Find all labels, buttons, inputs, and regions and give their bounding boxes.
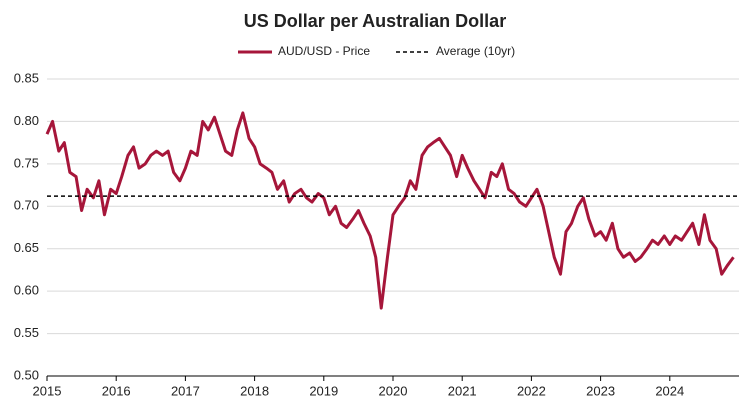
y-tick-label: 0.85 xyxy=(14,70,39,85)
y-tick-label: 0.70 xyxy=(14,198,39,213)
y-tick-label: 0.50 xyxy=(14,367,39,382)
legend-label: AUD/USD - Price xyxy=(278,44,370,58)
x-tick-label: 2023 xyxy=(586,383,615,398)
x-tick-label: 2017 xyxy=(171,383,200,398)
y-tick-label: 0.80 xyxy=(14,113,39,128)
y-tick-label: 0.75 xyxy=(14,155,39,170)
y-tick-label: 0.65 xyxy=(14,240,39,255)
legend-label: Average (10yr) xyxy=(436,44,515,58)
x-tick-label: 2022 xyxy=(517,383,546,398)
x-tick-label: 2016 xyxy=(102,383,131,398)
price-line xyxy=(45,111,735,310)
x-tick-label: 2024 xyxy=(655,383,684,398)
x-tick-label: 2020 xyxy=(379,383,408,398)
x-tick-label: 2019 xyxy=(309,383,338,398)
chart-title: US Dollar per Australian Dollar xyxy=(244,11,506,31)
x-tick-label: 2021 xyxy=(448,383,477,398)
x-tick-label: 2015 xyxy=(33,383,62,398)
y-tick-label: 0.55 xyxy=(14,325,39,340)
y-tick-label: 0.60 xyxy=(14,283,39,298)
x-tick-label: 2018 xyxy=(240,383,269,398)
